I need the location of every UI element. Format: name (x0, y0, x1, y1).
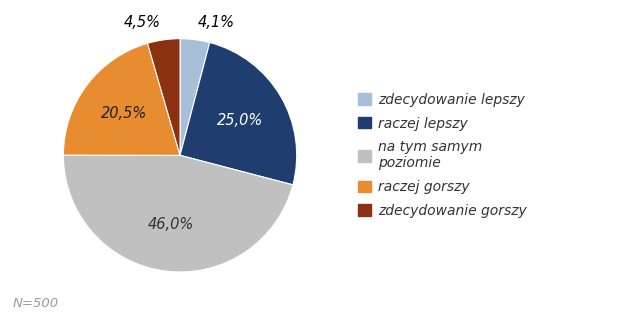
Text: 4,1%: 4,1% (197, 15, 234, 30)
Text: 25,0%: 25,0% (217, 113, 264, 127)
Wedge shape (64, 43, 180, 155)
Wedge shape (147, 39, 180, 155)
Legend: zdecydowanie lepszy, raczej lepszy, na tym samym
poziomie, raczej gorszy, zdecyd: zdecydowanie lepszy, raczej lepszy, na t… (353, 87, 532, 223)
Text: 4,5%: 4,5% (124, 15, 161, 30)
Wedge shape (180, 39, 210, 155)
Wedge shape (64, 155, 293, 272)
Text: 20,5%: 20,5% (101, 106, 147, 121)
Text: N=500: N=500 (13, 297, 59, 310)
Text: 46,0%: 46,0% (148, 217, 194, 232)
Wedge shape (180, 42, 296, 185)
